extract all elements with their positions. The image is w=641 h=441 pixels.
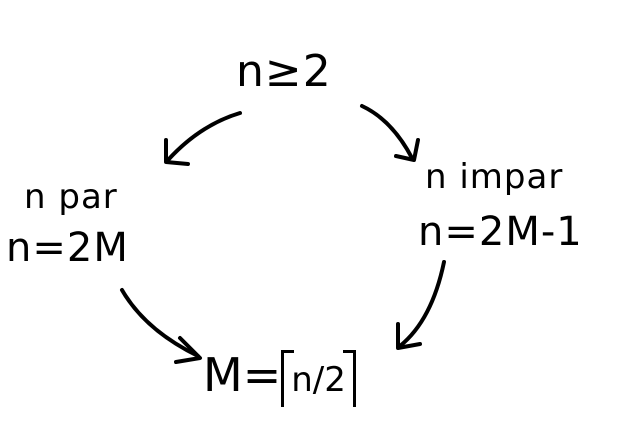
arrowhead-right-to-bottom	[396, 322, 422, 350]
left-branch-title: n par	[24, 177, 118, 217]
ceiling-content: n/2	[291, 360, 346, 400]
ceiling-expression: n/2	[281, 350, 356, 407]
result-equation: M= n/2	[203, 350, 356, 407]
arrowhead-top-to-right	[394, 138, 420, 162]
top-condition-label: n≥2	[236, 46, 332, 97]
arrow-top-to-left	[166, 111, 242, 162]
ceiling-right-bracket	[342, 350, 356, 407]
result-prefix: M=	[203, 348, 282, 402]
arrow-right-to-bottom	[398, 260, 446, 348]
right-branch-title: n impar	[425, 157, 564, 197]
arrow-top-to-right	[360, 104, 414, 160]
arrow-left-to-bottom	[120, 288, 200, 358]
arrowhead-left-to-bottom	[174, 336, 202, 364]
right-branch-equation: n=2M-1	[418, 209, 583, 255]
left-branch-equation: n=2M	[6, 225, 129, 271]
ceiling-left-bracket	[281, 350, 295, 407]
arrowhead-top-to-left	[164, 138, 190, 166]
